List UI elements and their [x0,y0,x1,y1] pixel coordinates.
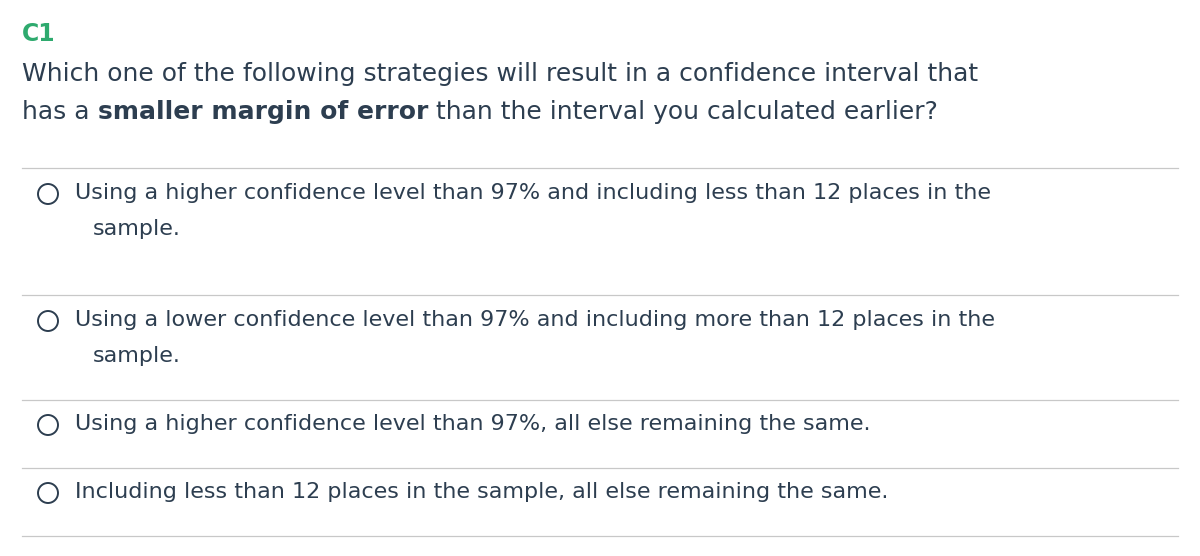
Text: Including less than 12 places in the sample, all else remaining the same.: Including less than 12 places in the sam… [74,482,888,502]
Text: Using a higher confidence level than 97% and including less than 12 places in th: Using a higher confidence level than 97%… [74,183,991,203]
Text: smaller margin of error: smaller margin of error [97,100,428,124]
Text: Using a lower confidence level than 97% and including more than 12 places in the: Using a lower confidence level than 97% … [74,310,995,330]
Text: sample.: sample. [94,346,181,366]
Text: Using a higher confidence level than 97%, all else remaining the same.: Using a higher confidence level than 97%… [74,414,870,434]
Text: C1: C1 [22,22,55,46]
Text: than the interval you calculated earlier?: than the interval you calculated earlier… [428,100,937,124]
Text: has a: has a [22,100,97,124]
Text: Which one of the following strategies will result in a confidence interval that: Which one of the following strategies wi… [22,62,978,86]
Text: sample.: sample. [94,219,181,239]
